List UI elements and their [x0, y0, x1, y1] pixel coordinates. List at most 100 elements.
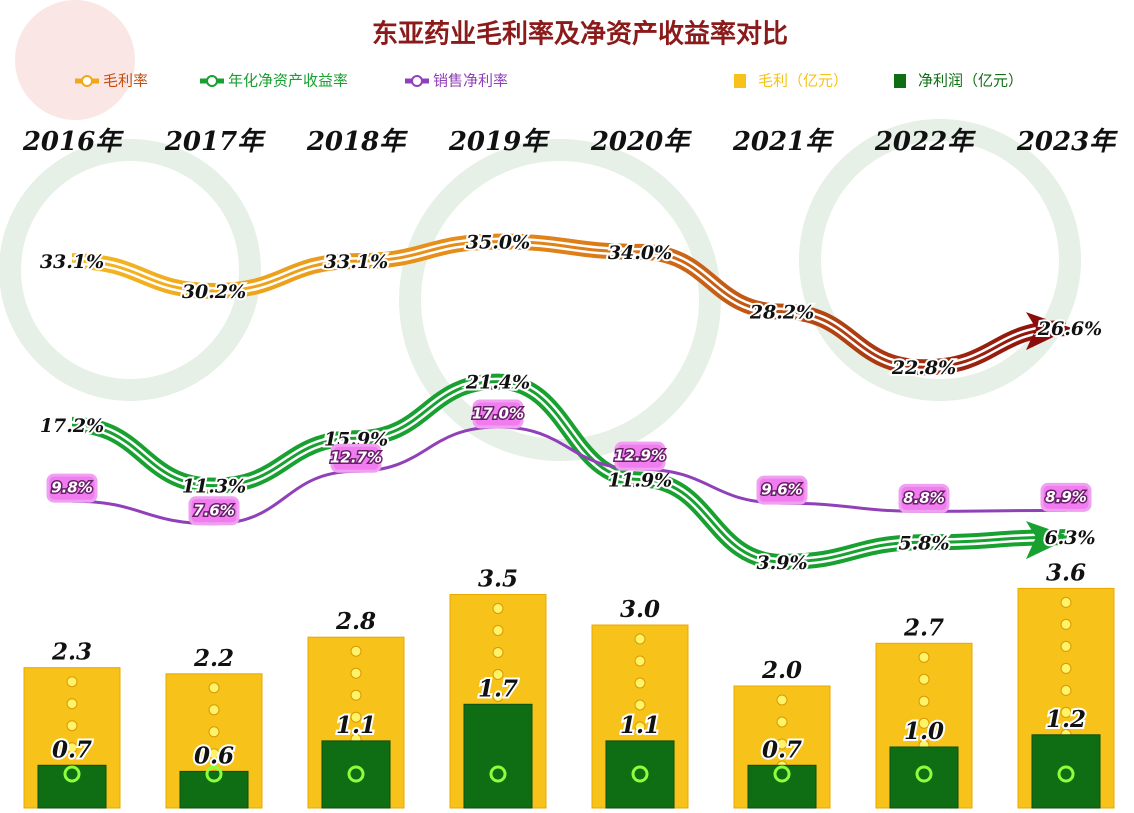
bar-decor [631, 765, 649, 783]
bar-decor [347, 765, 365, 783]
bar-decor [1060, 684, 1072, 696]
data-label: 8.8% [903, 489, 945, 507]
bar-decor [1060, 596, 1072, 608]
bar-decor [776, 738, 788, 750]
bar-decor [66, 676, 78, 688]
bar-decor [350, 645, 362, 657]
line-arrow [1026, 312, 1072, 351]
bar [179, 770, 249, 809]
legend-icon [894, 74, 906, 88]
bar-value-label: 1.0 [904, 718, 944, 745]
bar-decor [205, 765, 223, 783]
bar-value-label: 2.7 [903, 614, 944, 641]
line-stripe [71, 380, 1067, 564]
label-box [472, 399, 524, 429]
data-label: 5.8% [898, 532, 949, 554]
bar-decor [492, 647, 504, 658]
bar-decor [66, 698, 78, 710]
bar-decor [1057, 765, 1075, 783]
bar-value-label: 2.3 [51, 639, 92, 666]
bar-decor [634, 721, 646, 733]
data-label: 12.9% [614, 447, 666, 465]
bar [321, 740, 391, 809]
bar-decor [492, 669, 504, 680]
label-box [46, 473, 98, 503]
bar-decor [918, 717, 930, 729]
bar [1031, 734, 1101, 809]
category-label: 2023年 [1016, 127, 1118, 157]
bar-decor [63, 765, 81, 783]
bar-decor [634, 699, 646, 711]
bar-decor [634, 677, 646, 689]
category-label: 2016年 [22, 127, 124, 157]
category-label: 2020年 [590, 127, 692, 157]
legend-label: 毛利率 [103, 72, 148, 90]
data-label: 33.1% [40, 251, 104, 273]
legend-icon [411, 75, 423, 87]
bar-value-label: 0.7 [52, 736, 92, 763]
legend-label: 年化净资产收益率 [228, 72, 348, 90]
background-decor [0, 0, 1081, 461]
bar-value-label: 1.1 [620, 712, 660, 739]
bar-decor [773, 765, 791, 783]
chart-title: 东亚药业毛利率及净资产收益率对比 [372, 19, 788, 50]
category-label: 2022年 [874, 127, 976, 157]
bar-decor [208, 682, 220, 694]
bar-decor [634, 633, 646, 645]
bar-decor [1060, 706, 1072, 718]
label-box [188, 496, 240, 526]
bar [37, 764, 107, 809]
label-box [1040, 482, 1092, 512]
label-box [614, 441, 666, 471]
bar-decor [776, 716, 788, 728]
bar-value-label: 3.0 [620, 596, 660, 623]
data-label: 7.6% [193, 501, 235, 519]
bar-decor [350, 667, 362, 679]
bar-decor [66, 720, 78, 732]
line [71, 425, 1067, 526]
legend-label: 毛利（亿元） [758, 72, 848, 90]
legend-icon [81, 75, 93, 87]
bar-decor [915, 765, 933, 783]
bar-value-label: 1.1 [336, 712, 376, 739]
bar-value-label: 1.7 [478, 675, 518, 702]
bar-decor [489, 765, 507, 783]
data-label: 30.2% [182, 281, 246, 303]
bar-decor [918, 673, 930, 685]
bar-decor [1060, 618, 1072, 630]
data-label: 26.6% [1037, 318, 1102, 340]
data-label: 35.0% [466, 232, 530, 254]
bar-decor [1060, 640, 1072, 652]
bar-decor [208, 704, 220, 716]
line-stripe [71, 240, 1067, 369]
bar-value-label: 2.2 [193, 645, 234, 672]
bar-value-label: 2.0 [761, 657, 802, 684]
bar-value-label: 0.6 [194, 742, 234, 769]
bar-value-label: 0.7 [762, 736, 802, 763]
legend-icon [734, 74, 746, 88]
data-label: 33.1% [324, 251, 388, 273]
legend-label: 净利润（亿元） [918, 72, 1023, 90]
data-label: 9.8% [51, 479, 93, 497]
bar [889, 746, 959, 809]
bar-decor [776, 694, 788, 706]
bar-value-label: 3.5 [478, 566, 518, 593]
legend-label: 销售净利率 [433, 72, 508, 90]
bar-decor [918, 651, 930, 663]
data-label: 21.4% [465, 372, 530, 394]
category-label: 2021年 [732, 127, 834, 157]
bar-value-label: 1.2 [1046, 706, 1086, 733]
bar [605, 740, 675, 809]
data-label: 17.2% [40, 415, 104, 437]
line-arrow [1026, 521, 1072, 560]
bar-decor [492, 625, 504, 636]
data-label: 6.3% [1044, 527, 1095, 549]
category-label: 2019年 [448, 127, 550, 157]
data-label: 12.7% [330, 449, 382, 467]
label-box [330, 443, 382, 473]
bar-decor [66, 742, 78, 754]
data-label: 34.0% [608, 242, 672, 264]
bar-decor [918, 695, 930, 707]
data-label: 9.6% [761, 481, 803, 499]
